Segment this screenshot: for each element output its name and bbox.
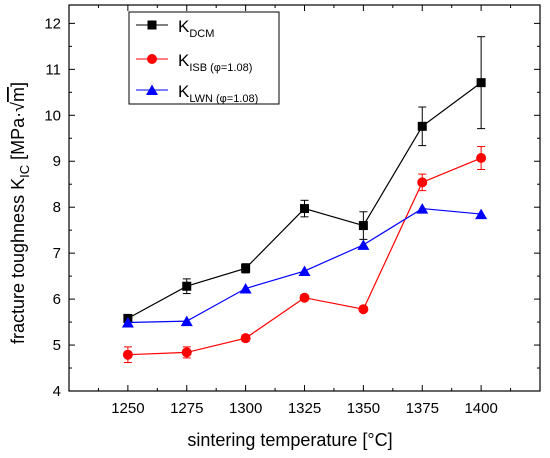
- data-point-dcm: [182, 281, 192, 291]
- series-dcm: [123, 36, 486, 323]
- x-tick-label: 1250: [111, 400, 144, 417]
- axes: 4 5 6 7 8 9 10 11 12 1250 1275 1300 1325 1350 1375 1400: [44, 4, 541, 417]
- data-point-lwn: [180, 315, 193, 327]
- data-point-isb: [476, 153, 487, 164]
- y-tick-label: 9: [53, 153, 61, 170]
- data-point-isb: [417, 177, 428, 188]
- legend-marker-dcm: [147, 20, 157, 30]
- data-point-lwn: [298, 265, 311, 277]
- legend: KDCM KISB (φ=1.08) KLWN (φ=1.08): [128, 11, 280, 105]
- series-layer: [121, 36, 488, 364]
- legend-label-dcm: KDCM: [178, 17, 214, 40]
- data-point-lwn: [475, 208, 488, 220]
- x-tick-label: 1325: [288, 400, 321, 417]
- legend-marker-isb: [147, 54, 157, 64]
- data-point-isb: [122, 349, 133, 360]
- data-point-lwn: [121, 317, 134, 328]
- y-tick-label: 7: [53, 245, 61, 262]
- series-lwn: [121, 203, 488, 328]
- y-tick-label: 10: [44, 107, 61, 124]
- legend-marker-lwn: [146, 84, 158, 95]
- series-isb: [122, 146, 487, 364]
- legend-label-isb: KISB (φ=1.08): [178, 51, 252, 74]
- y-tick-label: 11: [45, 61, 61, 78]
- data-point-isb: [240, 333, 251, 344]
- y-tick-label: 8: [53, 199, 61, 216]
- data-point-dcm: [300, 204, 309, 214]
- data-point-isb: [299, 292, 310, 303]
- data-point-isb: [358, 304, 369, 315]
- data-point-dcm: [358, 221, 368, 231]
- x-tick-label: 1400: [464, 400, 497, 417]
- y-tick-label: 5: [53, 337, 61, 354]
- x-tick-label: 1350: [347, 400, 380, 417]
- series-line-lwn: [127, 207, 482, 324]
- data-point-lwn: [357, 239, 370, 250]
- data-point-isb: [181, 347, 192, 358]
- x-tick-label: 1300: [229, 400, 262, 417]
- y-tick-label: 4: [53, 383, 61, 400]
- data-point-lwn: [416, 203, 429, 214]
- y-axis-title: fracture toughness KIC [MPa·√m]: [8, 82, 32, 344]
- y-tick-label: 12: [44, 15, 61, 32]
- data-point-dcm: [476, 78, 486, 88]
- series-line-isb: [127, 157, 482, 356]
- x-axis-title: sintering temperature [°C]: [187, 430, 392, 450]
- data-point-dcm: [241, 263, 251, 273]
- y-tick-label: 6: [53, 291, 61, 308]
- data-point-dcm: [417, 121, 427, 131]
- x-tick-label: 1375: [406, 400, 439, 417]
- x-tick-label: 1275: [170, 400, 203, 417]
- legend-label-lwn: KLWN (φ=1.08): [178, 82, 258, 105]
- data-point-lwn: [239, 283, 252, 294]
